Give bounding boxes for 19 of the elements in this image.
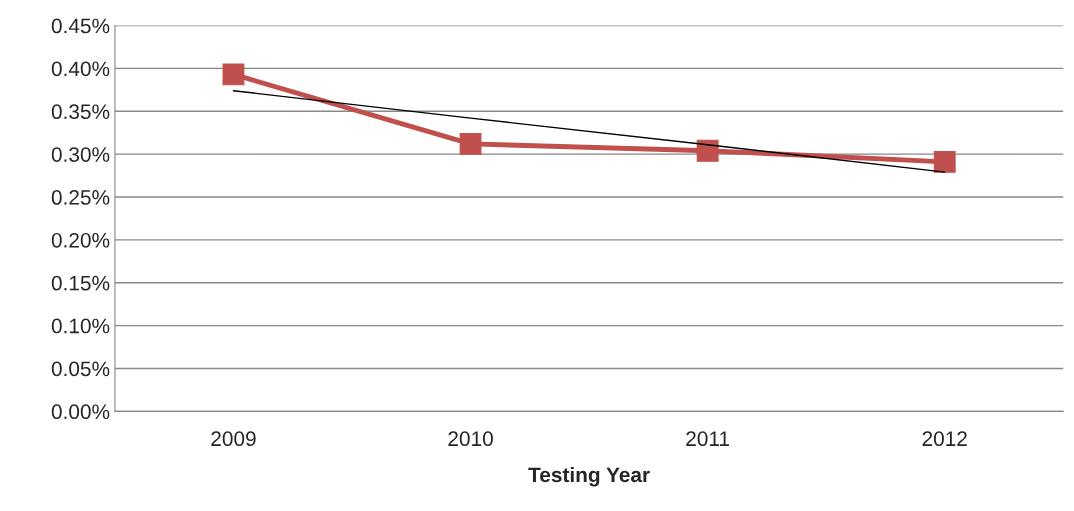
y-tick-label: 0.05% xyxy=(51,361,110,377)
point xyxy=(222,63,245,86)
x-tick-label: 2011 xyxy=(686,431,730,447)
y-tick-label: 0.30% xyxy=(51,147,110,162)
x-axis-title: Testing Year xyxy=(528,466,650,487)
y-tick-label: 0.00% xyxy=(51,404,110,420)
y-tick-label: 0.15% xyxy=(51,275,110,291)
y-tick-label: 0.45% xyxy=(51,18,110,34)
point xyxy=(696,139,719,162)
point xyxy=(459,132,482,155)
point xyxy=(933,150,956,173)
y-tick-label: 0.20% xyxy=(51,232,110,248)
x-tick-label: 2009 xyxy=(211,431,256,447)
y-tick-label: 0.40% xyxy=(51,61,110,77)
y-tick-label: 0.10% xyxy=(51,318,110,334)
x-tick-label: 2010 xyxy=(448,431,493,447)
y-tick-label: 0.35% xyxy=(51,104,110,120)
x-tick-label: 2012 xyxy=(922,431,967,447)
y-tick-label: 0.25% xyxy=(51,190,110,205)
